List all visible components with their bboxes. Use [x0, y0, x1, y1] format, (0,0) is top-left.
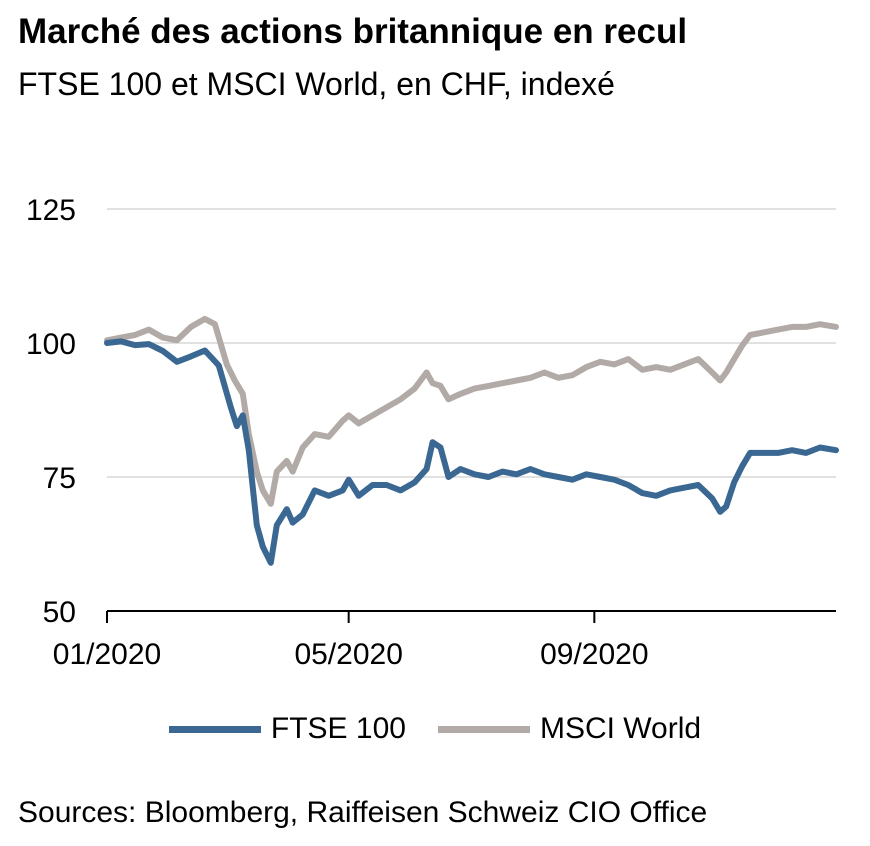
- chart-subtitle: FTSE 100 et MSCI World, en CHF, indexé: [18, 66, 615, 102]
- chart-plot: 50 75 100 125 01/2020 05/2020 09/2020: [26, 194, 839, 671]
- y-tick-label: 50: [43, 596, 76, 629]
- x-tick-label: 05/2020: [294, 638, 402, 671]
- legend-item-ftse: FTSE 100: [168, 712, 406, 746]
- series-layer: [104, 315, 839, 566]
- y-tick-label: 125: [26, 194, 76, 227]
- legend-swatch-ftse: [168, 725, 261, 733]
- source-note: Sources: Bloomberg, Raiffeisen Schweiz C…: [18, 796, 708, 829]
- legend-label-msci: MSCI World: [539, 712, 702, 745]
- tick-label-layer: 50 75 100 125 01/2020 05/2020 09/2020: [26, 194, 649, 671]
- axis-layer: [106, 610, 836, 623]
- legend-label-ftse: FTSE 100: [270, 712, 406, 745]
- legend: FTSE 100 MSCI World: [0, 712, 870, 746]
- y-tick-label: 100: [26, 328, 76, 361]
- x-tick-label: 09/2020: [540, 638, 648, 671]
- series-line-ftse-100: [104, 338, 839, 566]
- legend-item-msci: MSCI World: [437, 712, 702, 746]
- legend-swatch-msci: [437, 725, 530, 733]
- chart-title: Marché des actions britannique en recul: [18, 12, 688, 51]
- x-tick-label: 01/2020: [53, 638, 161, 671]
- y-tick-label: 75: [43, 462, 76, 495]
- series-line-msci-world: [104, 315, 839, 507]
- grid-layer: [107, 208, 836, 478]
